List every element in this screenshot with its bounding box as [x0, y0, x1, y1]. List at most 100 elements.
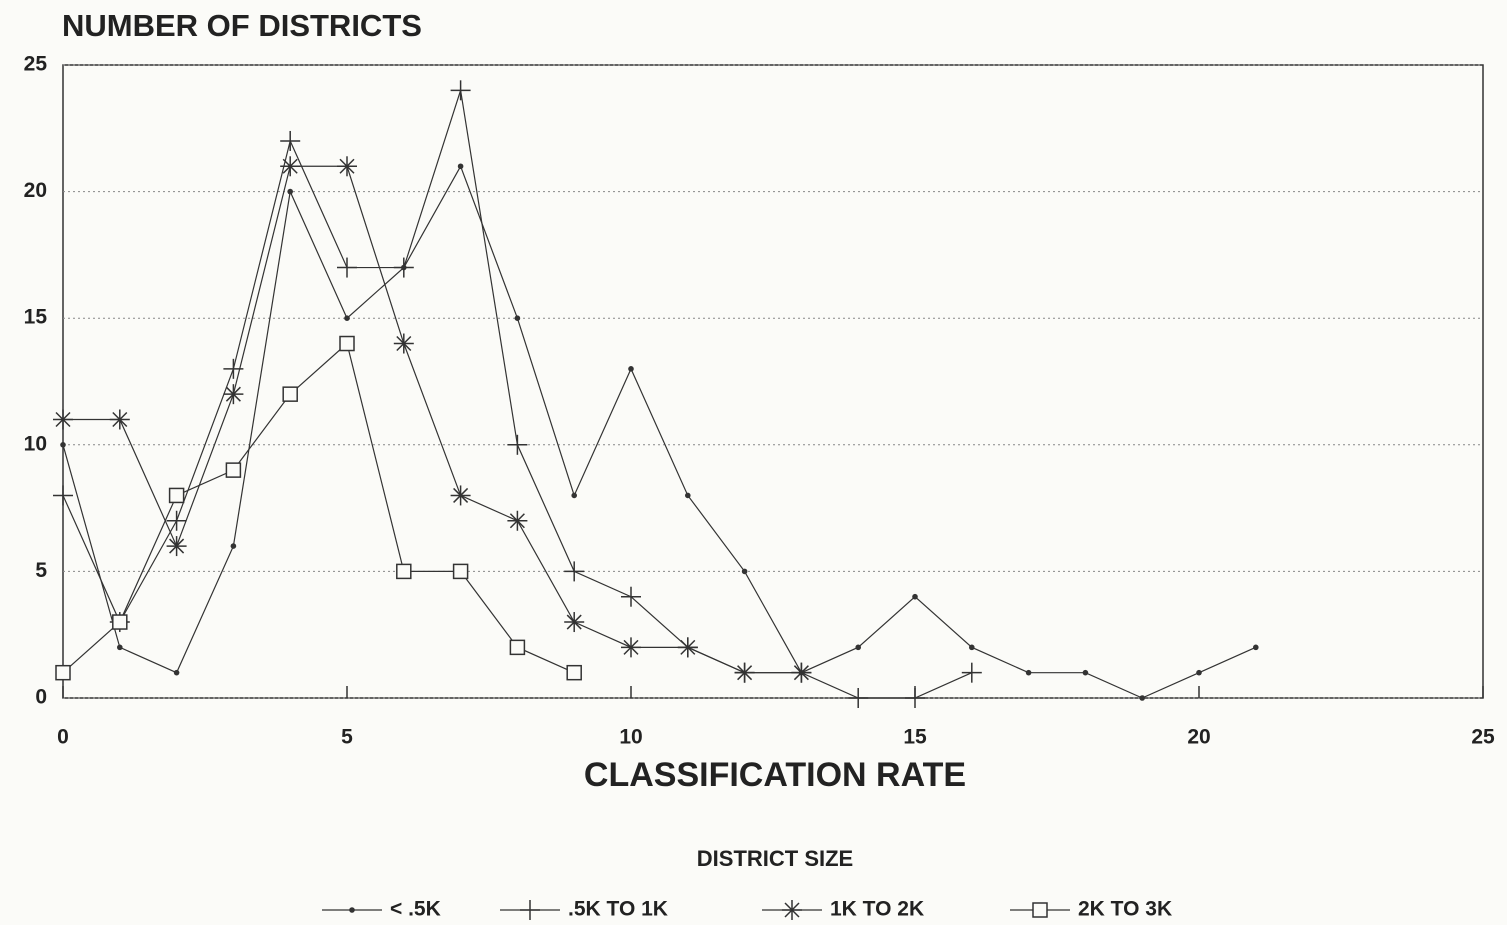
marker-stroke — [282, 158, 298, 174]
marker-stroke — [793, 665, 809, 681]
marker — [1139, 695, 1145, 701]
marker — [339, 335, 355, 352]
marker — [791, 662, 812, 683]
series-line — [63, 165, 802, 674]
legend-label: 2K TO 3K — [1078, 898, 1172, 921]
marker — [628, 366, 634, 372]
marker — [337, 257, 357, 278]
marker-dot — [912, 593, 918, 600]
marker-dot — [969, 644, 975, 651]
marker — [685, 492, 691, 499]
marker-dot — [230, 543, 237, 549]
marker-stroke — [737, 665, 753, 681]
marker-square — [1032, 902, 1048, 918]
marker-dot — [173, 669, 180, 676]
y-tick-label: 25 — [24, 53, 48, 76]
marker-square — [339, 335, 355, 352]
x-tick-label: 0 — [57, 726, 69, 749]
marker-square — [396, 563, 412, 580]
marker-square — [55, 664, 71, 681]
series-line — [62, 90, 973, 699]
marker — [109, 409, 130, 430]
marker-square — [112, 614, 128, 630]
y-tick-label: 20 — [24, 179, 47, 202]
x-axis-label: CLASSIFICATION RATE — [584, 756, 966, 794]
marker-dot — [1139, 695, 1145, 701]
y-tick-label: 0 — [35, 686, 47, 709]
marker — [280, 130, 301, 151]
marker — [782, 900, 802, 920]
marker-stroke — [169, 538, 185, 554]
marker — [507, 434, 528, 455]
marker-dot — [457, 163, 464, 170]
marker-dot — [685, 492, 691, 499]
marker — [166, 536, 187, 557]
marker — [514, 315, 521, 322]
marker-square — [452, 563, 469, 580]
marker — [53, 485, 73, 506]
marker — [1196, 669, 1202, 676]
marker — [969, 644, 975, 651]
marker — [168, 487, 185, 504]
y-tick-label: 5 — [35, 559, 47, 582]
marker — [961, 662, 982, 683]
marker-square — [168, 487, 185, 504]
marker — [349, 907, 355, 913]
legend-item: 2K TO 3K — [1010, 898, 1172, 921]
marker — [621, 637, 641, 658]
marker-square — [225, 462, 242, 478]
marker — [173, 669, 180, 676]
marker — [166, 510, 187, 531]
marker-dot — [1025, 669, 1032, 676]
marker — [571, 492, 577, 499]
marker — [393, 257, 414, 278]
marker — [225, 462, 242, 478]
marker-dot — [514, 315, 521, 322]
series-line — [62, 342, 575, 674]
marker-dot — [1082, 669, 1089, 676]
marker — [741, 568, 748, 575]
marker-stroke — [55, 411, 71, 428]
marker — [280, 156, 301, 177]
marker-stroke — [566, 614, 582, 630]
marker — [230, 543, 237, 549]
marker-stroke — [784, 902, 800, 918]
marker-dot — [60, 442, 66, 448]
marker-stroke — [225, 386, 241, 402]
marker-dot — [344, 315, 350, 322]
marker-square — [566, 664, 582, 681]
marker — [509, 639, 526, 656]
marker — [848, 688, 869, 708]
marker — [1082, 669, 1089, 676]
chart-title: NUMBER OF DISTRICTS — [62, 8, 422, 43]
y-tick-label: 15 — [24, 306, 48, 329]
legend-item: < .5K — [322, 898, 441, 921]
marker-dot — [287, 188, 294, 195]
marker — [223, 358, 244, 379]
marker — [564, 561, 585, 582]
marker-dot — [741, 568, 748, 575]
marker — [53, 409, 73, 430]
x-tick-label: 5 — [341, 726, 353, 749]
marker — [337, 156, 357, 177]
marker-stroke — [509, 513, 525, 529]
marker-stroke — [680, 639, 696, 655]
x-tick-label: 15 — [903, 726, 927, 749]
legend-item: 1K TO 2K — [762, 898, 924, 921]
marker — [621, 586, 641, 607]
marker — [734, 662, 755, 683]
marker-dot — [117, 644, 123, 651]
marker — [855, 644, 861, 651]
x-tick-label: 10 — [619, 726, 642, 749]
marker-dot — [1196, 669, 1202, 676]
marker-square — [282, 386, 298, 402]
marker — [393, 333, 414, 354]
marker — [912, 593, 918, 600]
marker-stroke — [112, 411, 128, 428]
y-tick-label: 10 — [24, 432, 47, 455]
marker — [223, 384, 244, 405]
marker — [55, 664, 71, 681]
marker-stroke — [396, 335, 412, 352]
marker-dot — [1253, 644, 1259, 651]
